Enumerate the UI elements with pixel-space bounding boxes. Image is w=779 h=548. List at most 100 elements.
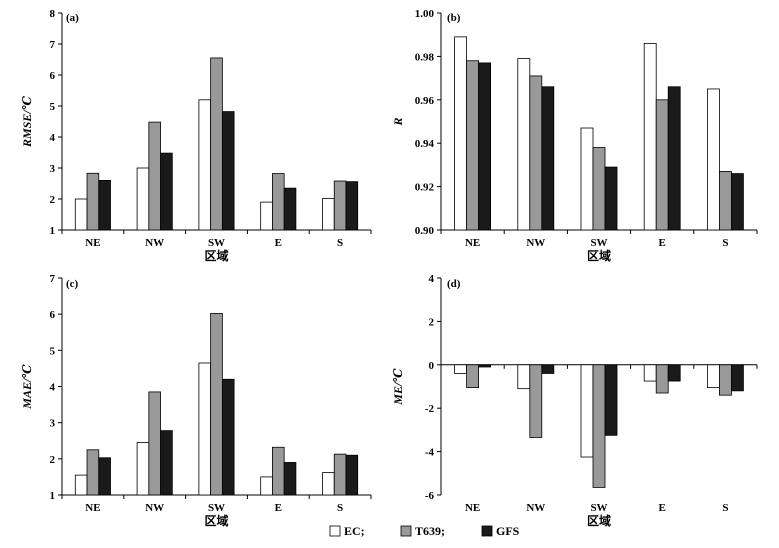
bar-ec-sw <box>198 362 212 496</box>
bar-gfs-ne <box>478 62 492 231</box>
bar-gfs-e <box>283 187 297 231</box>
bar-t639-nw <box>148 391 161 496</box>
y-tick-label: 7 <box>50 273 56 285</box>
category-label-e: E <box>275 502 282 514</box>
category-label-e: E <box>275 237 282 249</box>
bar-gfs-ne <box>98 457 111 496</box>
x-axis-title: 区域 <box>587 513 611 528</box>
bar-ec-s <box>706 364 720 388</box>
bar-gfs-e <box>667 364 681 382</box>
y-tick-label: 8 <box>50 8 56 20</box>
bar-ec-e <box>260 201 273 231</box>
chart-panel-4: -6 -4 -2 0 2 4 NE NW SW E S (d) 区域 ME/℃ <box>391 273 758 528</box>
panel-label: (b) <box>447 12 461 24</box>
category-label-ne: NE <box>465 237 480 249</box>
legend-swatch-t639- <box>400 525 412 537</box>
y-axis-title: MAE/℃ <box>20 364 34 410</box>
x-axis-title: 区域 <box>204 248 228 263</box>
bar-t639-e <box>655 99 669 231</box>
y-tick-label: 4 <box>50 382 56 394</box>
y-tick-label: 1 <box>50 490 56 502</box>
y-tick-label: 5 <box>50 345 56 357</box>
y-tick-label: 7 <box>50 39 56 51</box>
bar-t639-ne <box>86 172 100 231</box>
bar-ec-ne <box>454 364 467 374</box>
legend-swatch-gfs <box>481 525 493 537</box>
bar-gfs-ne <box>98 179 111 231</box>
category-label-nw: NW <box>145 237 164 249</box>
bar-t639-e <box>655 364 669 394</box>
category-label-sw: SW <box>590 502 607 514</box>
bar-gfs-s <box>731 364 744 392</box>
y-tick-label: 6 <box>50 70 56 82</box>
y-tick-label: 0.96 <box>415 95 435 107</box>
bar-gfs-s <box>731 173 744 231</box>
y-tick-label: 6 <box>50 309 56 321</box>
legend-swatch-ec- <box>329 525 341 537</box>
bar-ec-s <box>322 197 335 231</box>
chart-panel-1: 1 2 3 4 5 6 7 8 NE NW SW E S (a) 区域 RMSE/℃ <box>20 8 372 263</box>
bar-t639-ne <box>466 60 480 231</box>
category-label-ne: NE <box>85 237 100 249</box>
panel-label: (d) <box>447 278 461 290</box>
y-tick-label: 3 <box>50 418 56 430</box>
bar-ec-sw <box>198 99 212 231</box>
panel-label: (a) <box>66 12 79 24</box>
y-tick-label: 1 <box>50 225 56 237</box>
y-axis-title: RMSE/℃ <box>20 95 34 148</box>
bar-ec-nw <box>136 167 150 231</box>
y-tick-label: 2 <box>50 194 56 206</box>
bar-t639-sw <box>592 364 606 488</box>
y-tick-label: 0 <box>429 360 435 372</box>
bar-gfs-nw <box>541 364 555 374</box>
x-axis-title: 区域 <box>587 248 611 263</box>
y-tick-label: 0.98 <box>415 51 435 63</box>
category-label-s: S <box>722 502 728 514</box>
category-label-nw: NW <box>526 237 545 249</box>
category-label-e: E <box>659 502 666 514</box>
bar-t639-ne <box>86 449 100 496</box>
y-tick-label: -2 <box>425 403 435 415</box>
bar-t639-nw <box>148 121 161 231</box>
bar-t639-e <box>272 446 285 496</box>
bar-ec-e <box>643 42 657 231</box>
bar-gfs-e <box>667 86 681 231</box>
category-label-ne: NE <box>465 502 480 514</box>
chart-panel-3: 1 2 3 4 5 6 7 NE NW SW E S (c) 区域 MAE/℃ <box>20 273 372 528</box>
bar-t639-sw <box>210 313 223 496</box>
y-tick-label: 1.00 <box>415 8 435 20</box>
y-axis-title: R <box>391 117 405 126</box>
bar-ec-ne <box>74 198 88 231</box>
x-axis-title: 区域 <box>204 513 228 528</box>
y-tick-label: 5 <box>50 101 56 113</box>
bar-gfs-nw <box>160 430 173 496</box>
bar-t639-s <box>719 171 732 231</box>
legend-label-ec-: EC; <box>344 524 365 538</box>
legend-label-t639-: T639; <box>415 524 445 538</box>
y-tick-label: 0.94 <box>415 138 435 150</box>
category-label-sw: SW <box>208 502 225 514</box>
category-label-s: S <box>337 502 343 514</box>
y-tick-label: -6 <box>425 490 435 502</box>
y-tick-label: 0.92 <box>415 182 435 194</box>
bar-ec-e <box>260 476 273 496</box>
y-tick-label: 4 <box>429 273 435 285</box>
category-label-s: S <box>337 237 343 249</box>
y-tick-label: -4 <box>425 447 435 459</box>
bar-ec-ne <box>74 474 88 496</box>
bar-gfs-sw <box>221 378 235 496</box>
bar-t639-s <box>333 180 347 231</box>
bar-t639-sw <box>210 57 223 231</box>
category-label-ne: NE <box>85 502 100 514</box>
y-tick-label: 4 <box>50 132 56 144</box>
category-label-s: S <box>722 237 728 249</box>
bar-gfs-s <box>345 454 359 496</box>
panel-label: (c) <box>66 278 79 290</box>
bar-gfs-sw <box>221 111 235 231</box>
category-label-e: E <box>659 237 666 249</box>
category-label-sw: SW <box>590 237 607 249</box>
bar-ec-nw <box>517 364 531 390</box>
category-label-nw: NW <box>526 502 545 514</box>
bar-gfs-sw <box>604 166 618 231</box>
